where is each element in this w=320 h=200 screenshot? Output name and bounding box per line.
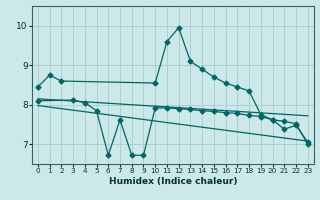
X-axis label: Humidex (Indice chaleur): Humidex (Indice chaleur) bbox=[108, 177, 237, 186]
